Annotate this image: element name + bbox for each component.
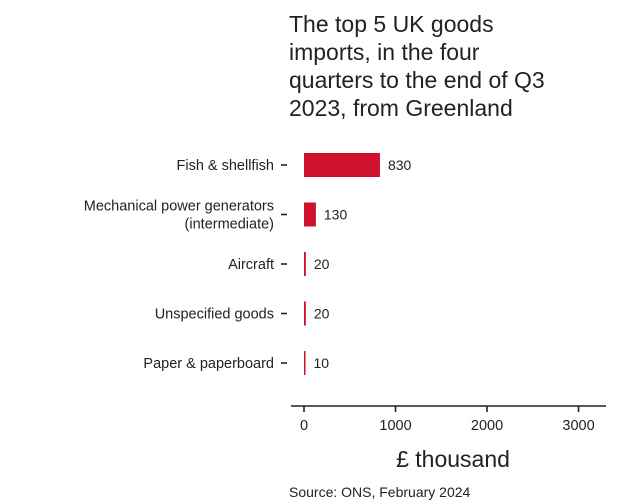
category-label: Mechanical power generators (intermediate…: [84, 199, 274, 233]
chart-source: Source: ONS, February 2024: [289, 484, 471, 500]
data-label: 20: [314, 256, 330, 272]
x-tick-label: 1000: [379, 418, 411, 434]
category-label: Fish & shellfish: [176, 158, 274, 174]
data-label: 830: [388, 157, 412, 173]
x-tick-label: 2000: [471, 418, 503, 434]
x-axis-label: £ thousand: [396, 446, 510, 472]
data-label: 10: [314, 355, 330, 371]
x-tick-label: 0: [300, 418, 308, 434]
bar: [304, 153, 380, 177]
category-label: Paper & paperboard: [143, 356, 274, 372]
chart-title: The top 5 UK goods imports, in the four …: [289, 11, 545, 121]
data-label: 20: [314, 306, 330, 322]
bar: [304, 351, 306, 375]
bar: [304, 301, 306, 326]
category-label: Unspecified goods: [155, 307, 274, 323]
bar: [304, 252, 306, 276]
x-tick-label: 3000: [562, 418, 594, 434]
data-label: 130: [324, 207, 348, 223]
category-label: Aircraft: [228, 257, 274, 273]
bar: [304, 202, 316, 227]
